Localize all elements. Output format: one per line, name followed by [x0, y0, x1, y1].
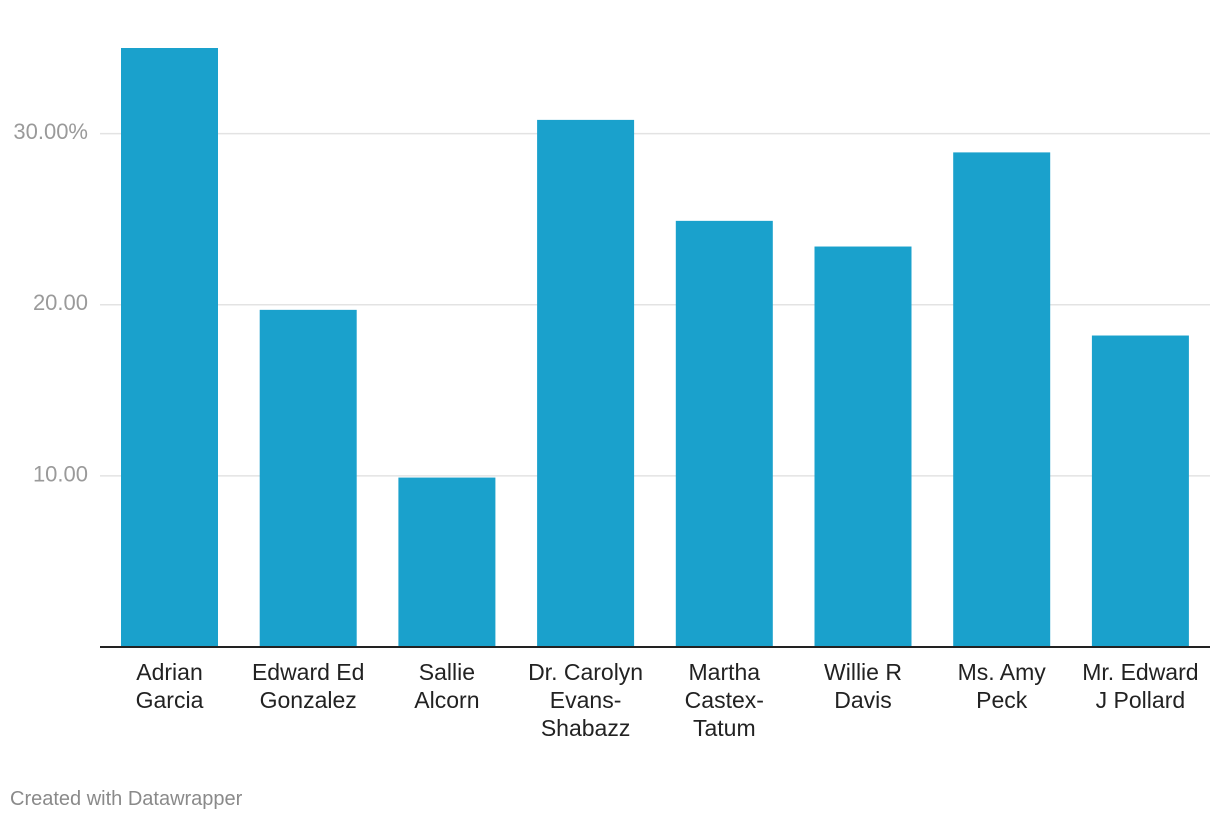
- bar: [259, 309, 357, 647]
- bar: [1091, 335, 1189, 647]
- x-tick-label: Mr. Edward J Pollard: [1082, 659, 1198, 713]
- bar-chart: 10.00 20.00 30.00% Adrian Garcia Edward Ed Go…: [13, 48, 1210, 741]
- credit-text: Created with Datawrapper: [10, 788, 243, 810]
- bar: [814, 246, 912, 648]
- x-tick-label: Edward Ed Gonzalez: [252, 659, 365, 713]
- x-tick-label: Martha Castex-Tatum: [685, 659, 764, 741]
- x-tick-label: Willie R Davis: [824, 659, 902, 713]
- x-tick-label: Ms. Amy Peck: [958, 659, 1047, 713]
- bar: [953, 152, 1051, 647]
- x-tick-label: Dr. Carolyn Evans-Shabazz: [528, 659, 643, 741]
- bar: [121, 48, 218, 647]
- y-tick-label: 10.00: [33, 461, 88, 486]
- bar: [398, 477, 496, 647]
- bar: [537, 119, 635, 647]
- y-tick-label: 20.00: [33, 290, 88, 315]
- y-tick-labels: 10.00 20.00 30.00%: [13, 119, 88, 486]
- x-tick-label: Sallie Alcorn: [414, 659, 479, 713]
- y-tick-label: 30.00%: [13, 119, 88, 144]
- bar: [675, 220, 773, 647]
- x-tick-labels: Adrian Garcia Edward Ed Gonzalez Sallie Alcor…: [136, 659, 1199, 741]
- bars: [121, 48, 1189, 648]
- x-tick-label: Adrian Garcia: [136, 659, 204, 713]
